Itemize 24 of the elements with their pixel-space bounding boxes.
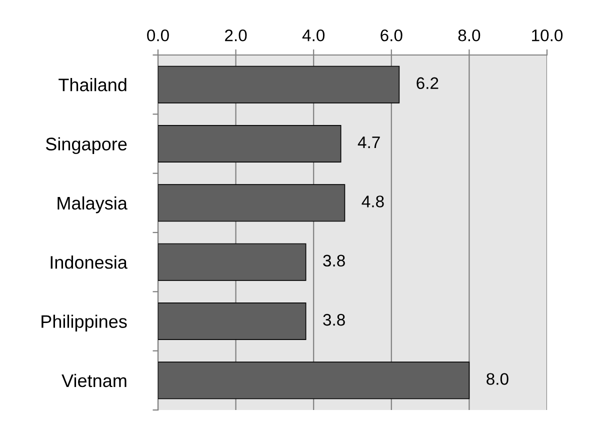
bar: [158, 66, 400, 104]
y-tick-label: Vietnam: [62, 374, 126, 388]
bar: [158, 362, 470, 400]
data-label: 6.2: [416, 77, 438, 90]
x-tick-label: 10.0: [532, 29, 563, 42]
y-tick-label: Malaysia: [58, 196, 128, 214]
data-label: 3.8: [323, 314, 345, 326]
x-tick-label: 0.0: [147, 29, 169, 42]
x-tick-label: 6.0: [380, 29, 402, 42]
y-tick-label: Thailand: [58, 78, 126, 92]
bar: [158, 302, 306, 340]
y-tick-label: Indonesia: [50, 256, 128, 269]
data-label: 8.0: [486, 373, 508, 385]
data-label: 4.7: [358, 136, 380, 148]
bar: [158, 243, 306, 281]
bar: [158, 124, 342, 163]
y-tick-label: Singapore: [46, 137, 127, 154]
x-tick-label: 8.0: [458, 29, 480, 42]
data-label: 4.8: [362, 196, 384, 208]
bar: [158, 184, 346, 222]
y-tick-label: Philippines: [42, 314, 127, 332]
data-label: 3.8: [323, 254, 345, 267]
x-tick-label: 4.0: [302, 29, 325, 42]
x-tick-label: 2.0: [225, 29, 247, 42]
